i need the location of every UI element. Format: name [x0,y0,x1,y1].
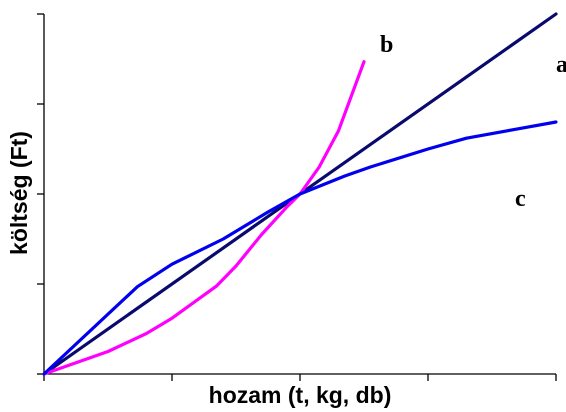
series-label-b: b [380,32,393,58]
axes [37,13,557,381]
series-line-b [42,60,366,376]
x-axis-label: hozam (t, kg, db) [209,382,392,408]
series-label-a: a [556,52,566,78]
curves [42,12,558,376]
curve-labels: a b c [380,32,566,212]
series-label-c: c [515,186,526,212]
series-line-c [42,120,558,376]
y-axis-label: költség (Ft) [6,131,32,255]
